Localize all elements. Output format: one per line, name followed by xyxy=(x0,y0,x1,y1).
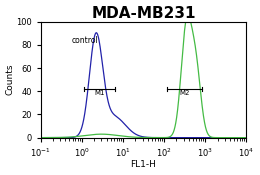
Text: M1: M1 xyxy=(94,90,105,96)
Y-axis label: Counts: Counts xyxy=(5,64,15,95)
Text: M2: M2 xyxy=(180,90,190,96)
Text: control: control xyxy=(71,36,98,45)
Title: MDA-MB231: MDA-MB231 xyxy=(91,6,196,20)
X-axis label: FL1-H: FL1-H xyxy=(131,160,157,169)
